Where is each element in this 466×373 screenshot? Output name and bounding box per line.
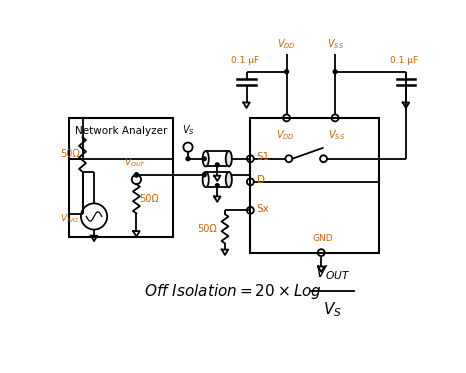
Circle shape xyxy=(333,70,337,73)
Bar xyxy=(206,172,229,187)
Bar xyxy=(250,118,379,253)
Text: 50Ω: 50Ω xyxy=(139,194,159,204)
Text: 0.1 μF: 0.1 μF xyxy=(391,56,418,65)
Text: Network Analyzer: Network Analyzer xyxy=(75,126,167,136)
Text: $\mathit{V_{OUT}}$: $\mathit{V_{OUT}}$ xyxy=(315,263,351,282)
Ellipse shape xyxy=(203,172,209,187)
Circle shape xyxy=(215,184,219,188)
Text: Sx: Sx xyxy=(257,204,269,214)
Circle shape xyxy=(285,70,288,73)
Ellipse shape xyxy=(226,172,232,187)
Ellipse shape xyxy=(203,151,209,166)
Text: $V_{DD}$: $V_{DD}$ xyxy=(275,129,295,142)
Text: $\mathit{V_S}$: $\mathit{V_S}$ xyxy=(323,300,342,319)
Text: $V_{DD}$: $V_{DD}$ xyxy=(277,37,296,51)
Ellipse shape xyxy=(226,151,232,166)
Text: $V_{SS}$: $V_{SS}$ xyxy=(328,129,345,142)
Bar xyxy=(69,118,173,237)
Text: D: D xyxy=(257,175,265,185)
Circle shape xyxy=(135,173,138,177)
Text: $V_S$: $V_S$ xyxy=(182,123,195,137)
Circle shape xyxy=(135,173,138,177)
Text: S1: S1 xyxy=(257,152,270,162)
Text: $\it{Off\ Isolation} = 20 \times \it{Log}$: $\it{Off\ Isolation} = 20 \times \it{Log… xyxy=(144,282,322,301)
Circle shape xyxy=(215,163,219,167)
Text: $V_{SIG}$: $V_{SIG}$ xyxy=(60,213,79,225)
Text: $V_{SS}$: $V_{SS}$ xyxy=(327,37,343,51)
Text: GND: GND xyxy=(312,234,333,244)
Bar xyxy=(206,151,229,166)
Text: 50Ω: 50Ω xyxy=(61,150,80,160)
Circle shape xyxy=(186,157,190,161)
Text: 50Ω: 50Ω xyxy=(198,224,217,234)
Text: 0.1 μF: 0.1 μF xyxy=(231,56,259,65)
Text: $V_{OUT}$: $V_{OUT}$ xyxy=(124,156,146,169)
Circle shape xyxy=(202,173,206,177)
Circle shape xyxy=(202,157,206,161)
